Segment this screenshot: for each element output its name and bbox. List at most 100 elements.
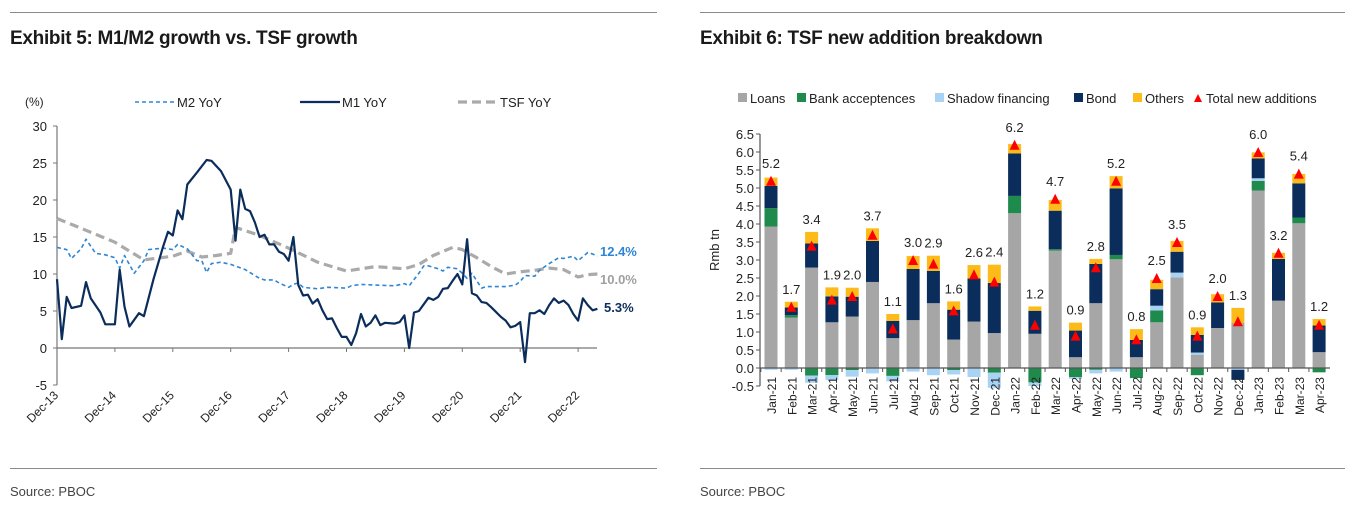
bar-segment-bond	[1129, 339, 1143, 358]
total-label: 6.0	[1249, 127, 1267, 142]
bar-segment-shadow-financing	[967, 368, 981, 377]
x-tick-label: Jul-21	[887, 377, 901, 410]
x-tick-label: Nov-22	[1212, 377, 1226, 416]
total-marker	[826, 294, 837, 305]
bar-segment-others	[987, 264, 1001, 284]
legend-label: M1 YoY	[342, 95, 387, 110]
bar-segment-shadow-financing	[805, 375, 819, 383]
legend-label: Shadow financing	[947, 91, 1050, 106]
bar-segment-bank-acceptences	[845, 368, 859, 371]
x-tick-label: Jul-22	[1130, 377, 1144, 410]
bar-segment-loans	[1008, 213, 1022, 368]
bar-segment-shadow-financing	[987, 372, 1001, 388]
bar-segment-shadow-financing	[784, 368, 798, 370]
bar-segment-shadow-financing	[1028, 382, 1042, 386]
bar-segment-bank-acceptences	[1190, 368, 1204, 376]
bar-segment-bond	[764, 185, 778, 209]
bar-segment-loans	[1292, 223, 1306, 368]
bar-segment-shadow-financing	[1109, 368, 1123, 372]
x-tick-label: Dec-21	[988, 377, 1002, 416]
y-tick-label: 5	[40, 304, 47, 319]
y-tick-label: 5.0	[736, 181, 754, 196]
x-tick-label: May-22	[1090, 377, 1104, 417]
total-marker	[867, 229, 878, 240]
y-tick-label: -0.5	[732, 379, 754, 394]
top-rule-right	[700, 12, 1345, 13]
bar-segment-loans	[947, 339, 961, 368]
y-tick-label: 25	[33, 156, 47, 171]
total-marker	[786, 301, 797, 312]
bar-segment-bond	[926, 270, 940, 304]
legend-label: Total new additions	[1206, 91, 1317, 106]
x-tick-label: Dec-21	[487, 388, 524, 425]
total-marker	[1090, 262, 1101, 273]
x-tick-label: Sep-21	[927, 377, 941, 416]
bar-segment-bank-acceptences	[764, 208, 778, 227]
x-tick-label: Jun-21	[867, 377, 881, 414]
bar-segment-loans	[1089, 303, 1103, 368]
x-tick-label: Dec-20	[429, 388, 466, 425]
legend-swatch	[1074, 93, 1083, 102]
y-tick-label: -5	[35, 378, 47, 393]
y-tick-label: 3.5	[736, 235, 754, 250]
bar-segment-bond	[1048, 210, 1062, 250]
bar-segment-shadow-financing	[1190, 352, 1204, 355]
x-tick-label: Dec-19	[371, 388, 408, 425]
bar-segment-bond	[866, 240, 879, 282]
bar-segment-others	[1089, 258, 1103, 264]
total-label: 1.2	[1310, 299, 1328, 314]
bar-segment-bond	[1272, 258, 1285, 301]
x-tick-label: Oct-21	[948, 377, 962, 413]
y-tick-label: 15	[33, 230, 47, 245]
bar-segment-bond	[967, 278, 981, 322]
bar-segment-shadow-financing	[1231, 368, 1245, 370]
series-line-tsf-yoy	[56, 217, 598, 279]
total-marker	[1192, 330, 1203, 341]
bar-segment-bond	[1292, 183, 1306, 218]
top-rule-left	[10, 12, 657, 13]
bar-segment-others	[1231, 307, 1245, 323]
bar-segment-loans	[825, 322, 839, 368]
total-marker	[1050, 193, 1061, 204]
total-marker	[887, 323, 898, 334]
y-axis-label: Rmb tn	[707, 229, 722, 271]
bar-segment-bank-acceptences	[987, 368, 1001, 373]
total-label: 3.5	[1168, 217, 1186, 232]
total-label: 1.6	[945, 281, 963, 296]
bar-segment-bond	[947, 309, 961, 340]
legend-label: Loans	[750, 91, 786, 106]
x-tick-label: Mar-23	[1293, 377, 1307, 415]
total-label: 3.7	[863, 208, 881, 223]
bar-segment-bank-acceptences	[1129, 368, 1143, 379]
total-marker	[948, 305, 959, 316]
total-marker	[806, 240, 817, 251]
total-marker	[1293, 168, 1304, 179]
left-source: Source: PBOC	[10, 484, 96, 499]
y-tick-label: 6.5	[736, 127, 754, 142]
total-marker	[1232, 316, 1243, 327]
end-label: 10.0%	[600, 272, 637, 287]
bar-segment-loans	[1028, 333, 1042, 368]
bar-segment-loans	[1272, 300, 1285, 368]
legend-label: Others	[1145, 91, 1185, 106]
total-label: 5.2	[1107, 156, 1125, 171]
x-tick-label: Dec-18	[313, 388, 350, 425]
x-tick-label: Dec-15	[140, 388, 177, 425]
total-marker	[1253, 147, 1264, 157]
bar-segment-shadow-financing	[825, 375, 839, 380]
bar-segment-shadow-financing	[926, 368, 940, 376]
bar-segment-others	[825, 287, 839, 297]
bar-segment-loans	[845, 316, 859, 368]
legend-label: Bank acceptences	[809, 91, 916, 106]
bar-segment-bond	[1211, 302, 1225, 329]
bar-segment-loans	[1231, 323, 1245, 368]
legend-swatch	[1194, 94, 1202, 102]
bar-segment-bond	[987, 283, 1001, 334]
bar-segment-loans	[1312, 352, 1326, 368]
legend-swatch	[935, 93, 944, 102]
bar-segment-bond	[1231, 369, 1245, 380]
total-marker	[908, 255, 919, 265]
bar-segment-bond	[1008, 153, 1022, 196]
bar-segment-bank-acceptences	[1089, 368, 1103, 370]
